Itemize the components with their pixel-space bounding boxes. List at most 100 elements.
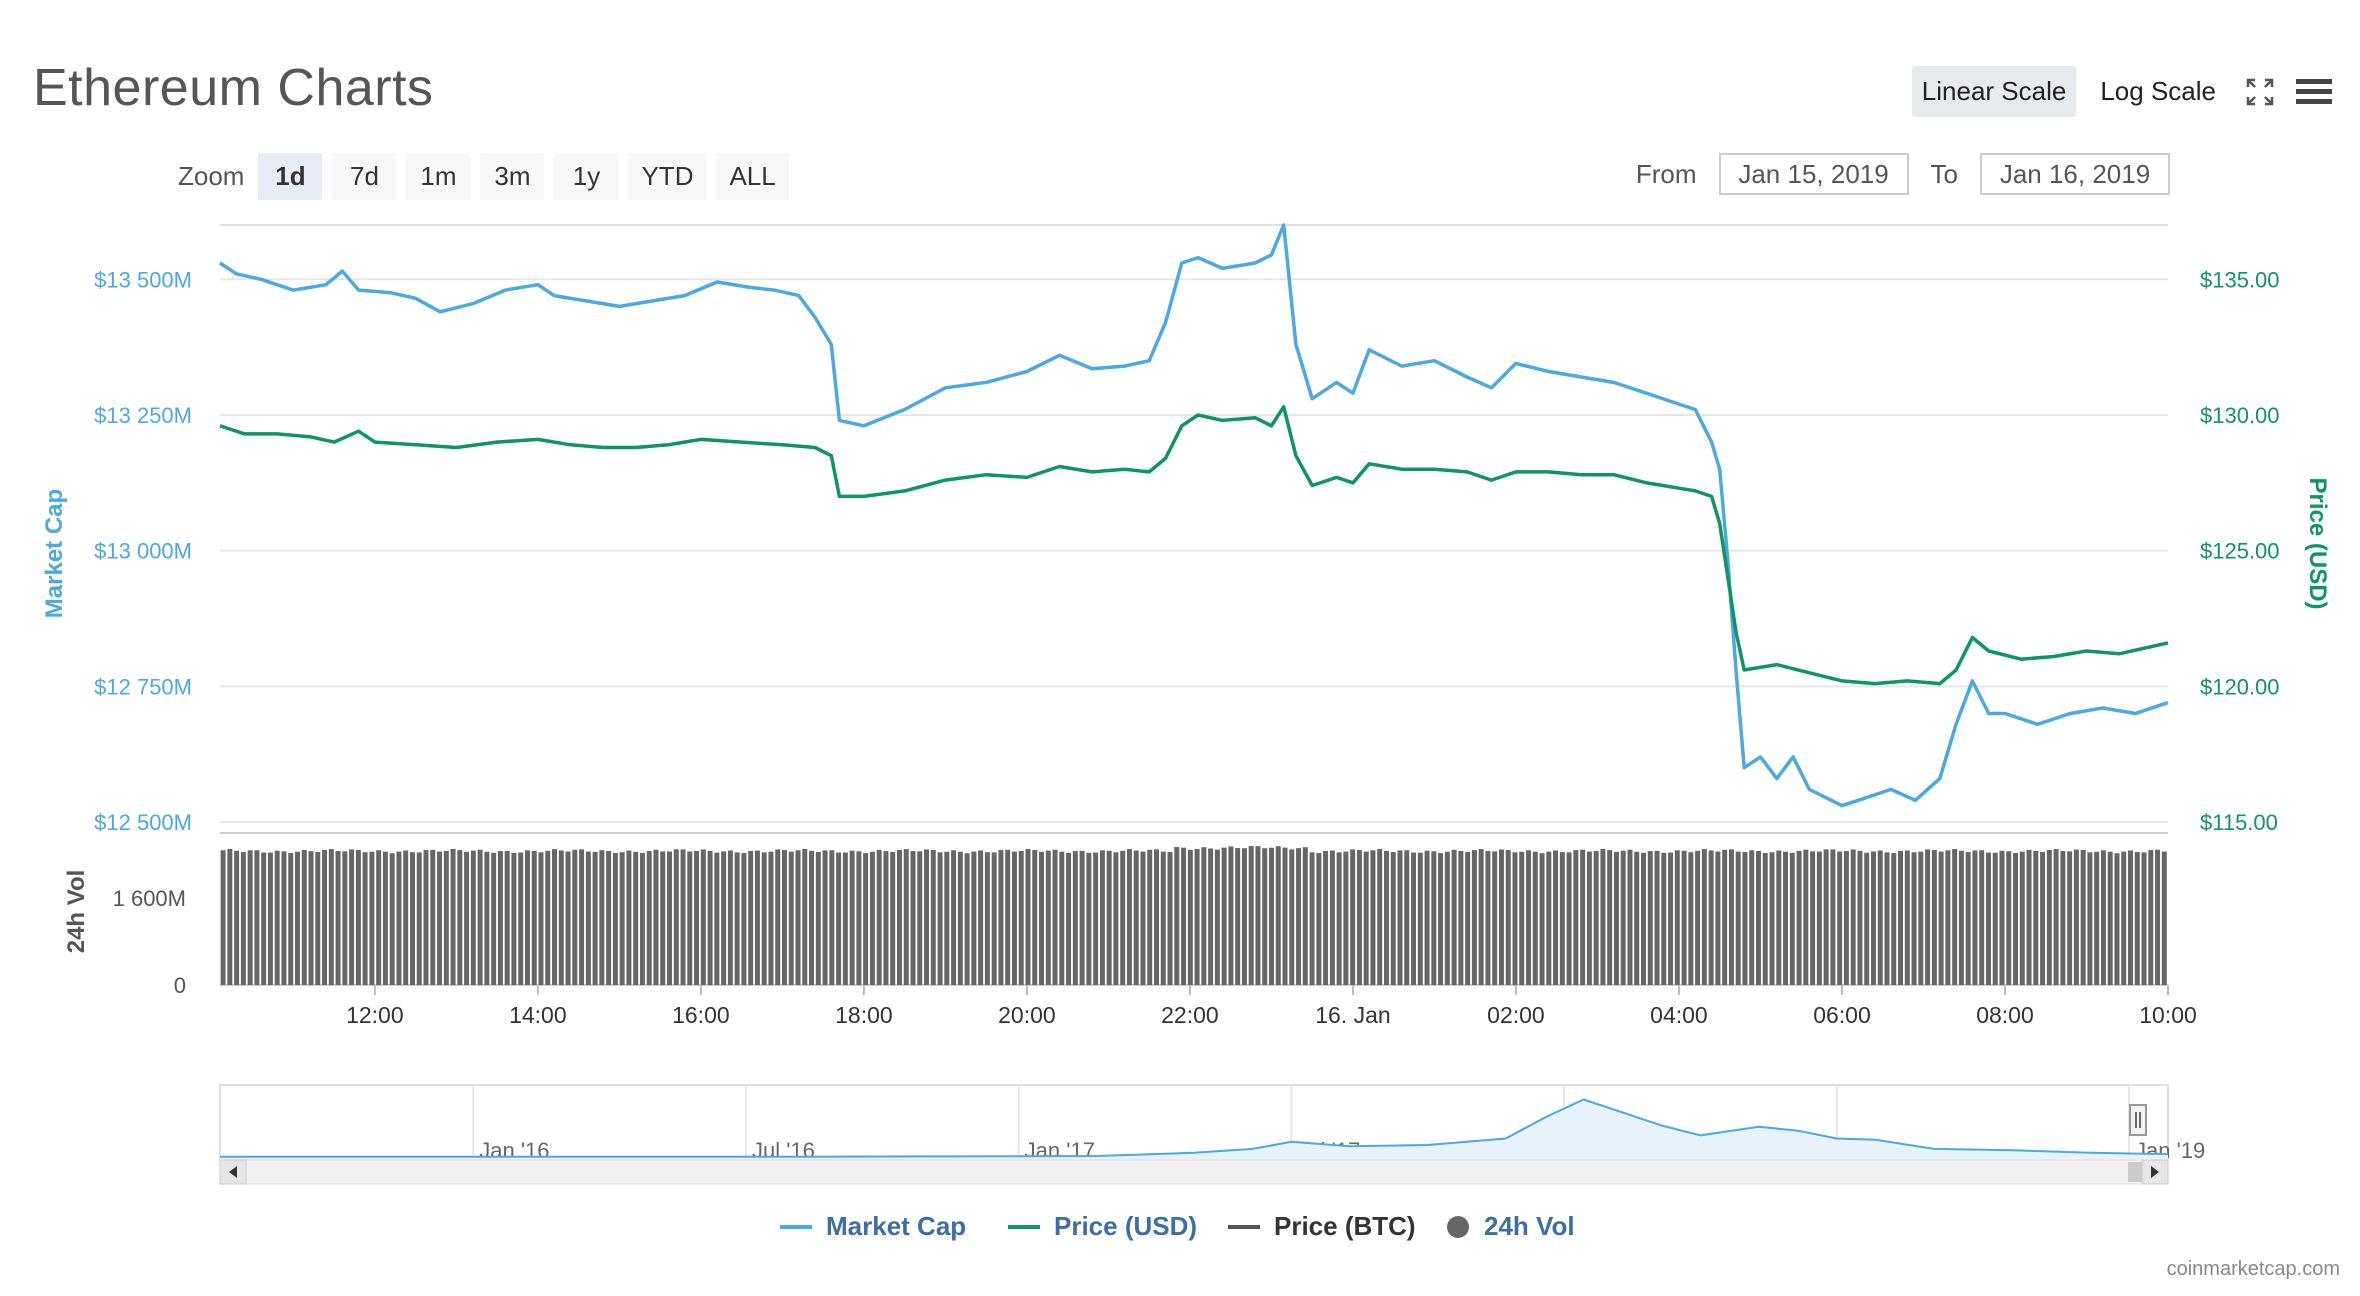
to-date-input[interactable]: [1980, 153, 2170, 195]
y-right-tick-label: $120.00: [2200, 674, 2280, 699]
volume-bar: [2040, 851, 2046, 985]
price-usd-line: [219, 405, 2169, 686]
zoom-1m-button[interactable]: 1m: [406, 153, 471, 200]
volume-bar: [2080, 850, 2086, 985]
volume-bar: [768, 851, 774, 985]
volume-bar: [423, 850, 429, 985]
volume-bar: [308, 851, 314, 985]
legend-item[interactable]: 24h Vol: [1447, 1211, 1575, 1241]
volume-bar: [1837, 851, 1843, 985]
volume-bar: [1241, 848, 1247, 985]
volume-bar: [646, 850, 652, 985]
volume-bar: [1925, 849, 1931, 985]
volume-bar: [1099, 850, 1105, 985]
volume-bar: [1573, 850, 1579, 985]
volume-bar: [667, 851, 672, 985]
volume-bar: [281, 851, 287, 985]
volume-bar: [741, 853, 747, 985]
volume-bar: [1147, 849, 1153, 985]
volume-bar: [1052, 849, 1058, 985]
volume-bar: [944, 851, 950, 985]
volume-bar: [1438, 853, 1444, 985]
legend-item[interactable]: Price (BTC): [1228, 1211, 1416, 1241]
legend-item[interactable]: Price (USD): [1008, 1211, 1197, 1241]
scrollbar-thumb[interactable]: [2128, 1162, 2142, 1182]
volume-bar: [1350, 849, 1356, 985]
volume-bar: [788, 851, 794, 985]
volume-bar: [910, 851, 916, 985]
volume-bar: [694, 850, 700, 985]
volume-bar: [1005, 849, 1011, 985]
volume-bar: [1377, 848, 1383, 985]
zoom-3m-button[interactable]: 3m: [480, 153, 545, 200]
volume-bar: [782, 850, 787, 985]
zoom-1d-button[interactable]: 1d: [258, 153, 323, 200]
volume-bar: [998, 850, 1004, 985]
volume-bar: [1979, 850, 1985, 985]
volume-bar: [1072, 851, 1078, 985]
volume-bar: [1424, 850, 1430, 985]
volume-bar: [443, 850, 449, 985]
volume-bar: [971, 851, 977, 985]
legend-label: Price (USD): [1054, 1211, 1197, 1241]
volume-bar: [660, 851, 666, 985]
fullscreen-icon[interactable]: [2240, 72, 2280, 112]
log-scale-button[interactable]: Log Scale: [2100, 76, 2216, 106]
volume-bar: [579, 849, 585, 985]
credit-link[interactable]: coinmarketcap.com: [2166, 1258, 2340, 1280]
volume-bar: [491, 852, 497, 985]
volume-bar: [1140, 851, 1146, 985]
x-tick-label: 20:00: [998, 1002, 1056, 1028]
volume-axis-title: 24h Vol: [63, 870, 90, 954]
volume-bar: [1045, 850, 1051, 985]
from-date-input[interactable]: [1718, 153, 1909, 195]
volume-bar: [869, 851, 875, 985]
volume-bar: [1553, 850, 1559, 985]
volume-bar: [1654, 850, 1660, 985]
zoom-7d-button[interactable]: 7d: [332, 153, 397, 200]
zoom-1y-button[interactable]: 1y: [554, 153, 619, 200]
volume-bar: [930, 849, 936, 985]
volume-bar: [606, 850, 612, 985]
y-right-axis-title: Price (USD): [2304, 477, 2331, 609]
volume-bar: [572, 849, 578, 985]
menu-icon[interactable]: [2294, 72, 2334, 112]
volume-bar: [288, 853, 294, 985]
zoom-all-button[interactable]: ALL: [716, 153, 789, 200]
volume-bar: [2121, 851, 2127, 985]
volume-bar: [518, 852, 524, 985]
volume-bar: [1931, 850, 1937, 985]
volume-bar: [1106, 850, 1112, 985]
volume-bar: [822, 850, 828, 985]
volume-bar: [754, 850, 760, 985]
volume-bar: [2087, 852, 2093, 985]
volume-bar: [1309, 852, 1315, 985]
volume-bar: [2114, 853, 2120, 985]
volume-bar: [1830, 849, 1836, 985]
volume-bar: [951, 850, 957, 985]
zoom-ytd-button[interactable]: YTD: [628, 153, 707, 200]
scale-controls: Linear Scale Log Scale: [1911, 66, 2334, 117]
volume-bar: [457, 850, 463, 985]
x-tick-label: 18:00: [835, 1002, 893, 1028]
volume-bar: [863, 853, 869, 985]
volume-bar: [957, 851, 963, 985]
volume-bar: [1417, 852, 1423, 985]
legend-item[interactable]: Market Cap: [780, 1211, 966, 1241]
volume-bar: [1011, 851, 1017, 985]
navigator-handle[interactable]: [2129, 1104, 2147, 1136]
y-left-tick-label: $12 500M: [94, 810, 192, 835]
volume-bar: [1296, 848, 1302, 985]
volume-bar: [592, 851, 598, 985]
volume-bar: [464, 851, 470, 985]
volume-bar: [1823, 849, 1829, 985]
x-tick-label: 22:00: [1161, 1002, 1219, 1028]
volume-bar: [1411, 852, 1417, 985]
legend-label: 24h Vol: [1484, 1211, 1575, 1241]
navigator-line: [220, 1098, 2169, 1158]
volume-bar: [2006, 851, 2012, 985]
volume-bar: [1559, 852, 1565, 985]
linear-scale-button[interactable]: Linear Scale: [1911, 66, 2077, 117]
volume-bar: [2155, 849, 2161, 985]
volume-bar: [538, 852, 544, 985]
